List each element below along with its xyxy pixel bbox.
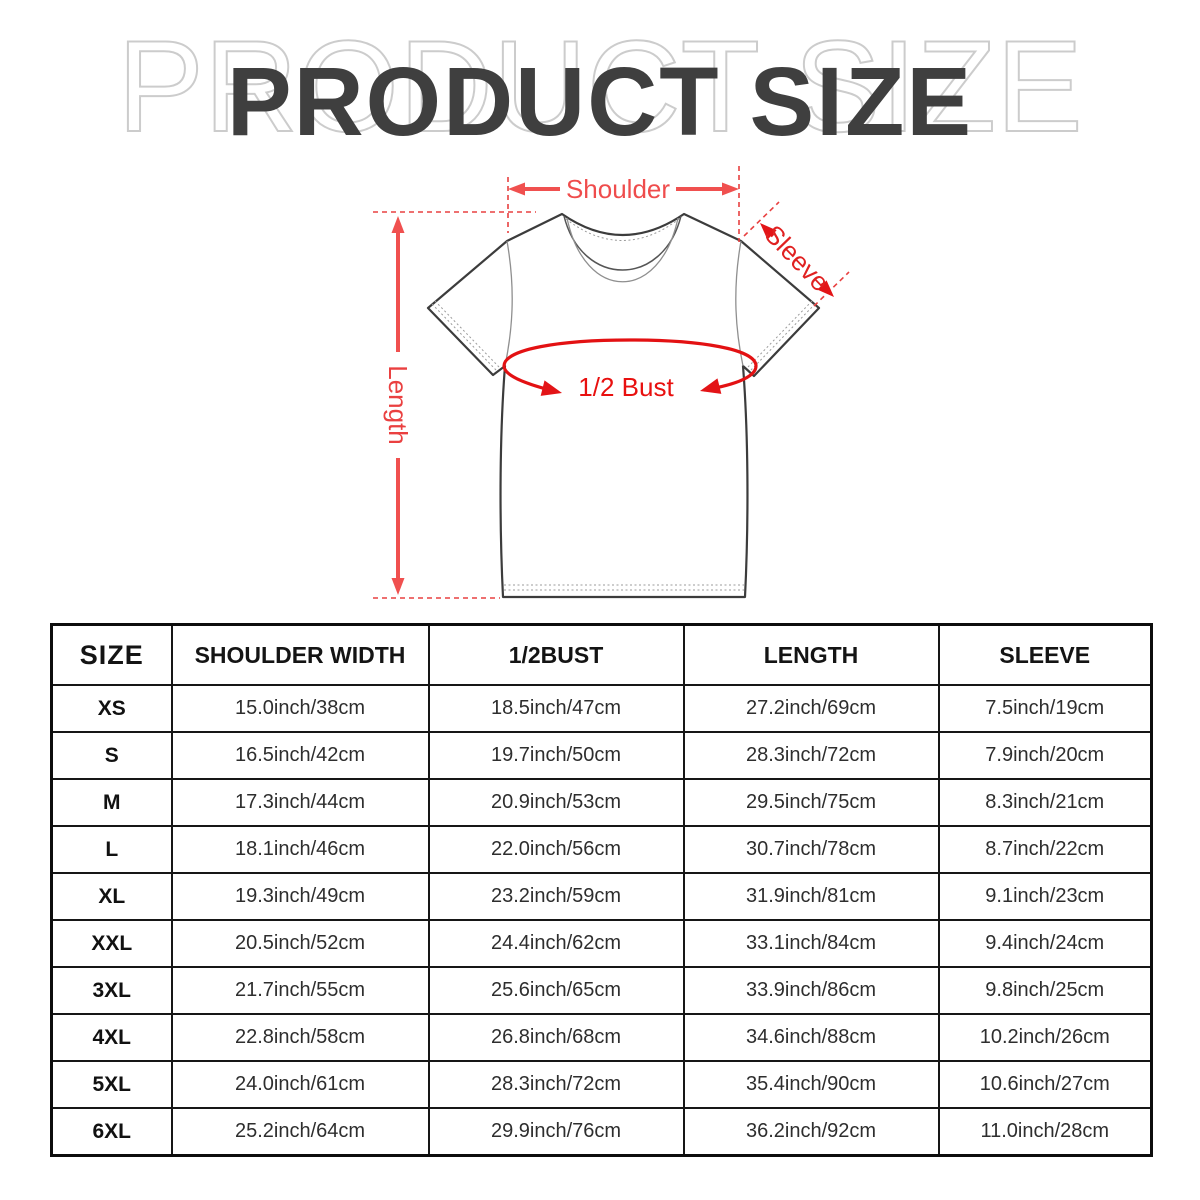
shoulder-measure-annotation: Shoulder [507, 166, 740, 242]
length-measure-annotation: Length [373, 211, 536, 599]
size-cell: 6XL [50, 1107, 173, 1157]
left-sleeve-hem-stitch [431, 300, 500, 371]
bottom-hem-stitch [504, 584, 744, 591]
table-row: S 16.5inch/42cm 19.7inch/50cm 28.3inch/7… [50, 731, 1153, 780]
half-bust-cell: 26.8inch/68cm [427, 1013, 685, 1062]
sleeve-cell: 8.3inch/21cm [937, 778, 1153, 827]
left-armhole-seam [504, 240, 513, 367]
length-cell: 31.9inch/81cm [682, 872, 940, 921]
shoulder-width-cell: 22.8inch/58cm [170, 1013, 430, 1062]
sleeve-cell: 7.5inch/19cm [937, 684, 1153, 733]
sleeve-arrowhead-bottom [817, 280, 834, 297]
table-header-row: SIZE SHOULDER WIDTH 1/2BUST LENGTH SLEEV… [50, 623, 1153, 686]
header-length: LENGTH [682, 623, 940, 686]
sleeve-cell: 9.1inch/23cm [937, 872, 1153, 921]
length-cell: 27.2inch/69cm [682, 684, 940, 733]
sleeve-cell: 11.0inch/28cm [937, 1107, 1153, 1157]
length-cell: 34.6inch/88cm [682, 1013, 940, 1062]
half-bust-cell: 29.9inch/76cm [427, 1107, 685, 1157]
shoulder-arrowhead-right [722, 182, 739, 196]
right-armhole-seam [735, 240, 744, 367]
size-cell: XS [50, 684, 173, 733]
header-size: SIZE [50, 623, 173, 686]
table-row: XXL 20.5inch/52cm 24.4inch/62cm 33.1inch… [50, 919, 1153, 968]
size-cell: 4XL [50, 1013, 173, 1062]
sleeve-cell: 7.9inch/20cm [937, 731, 1153, 780]
half-bust-cell: 19.7inch/50cm [427, 731, 685, 780]
length-cell: 28.3inch/72cm [682, 731, 940, 780]
sleeve-guide-top-dash [743, 201, 780, 237]
right-sleeve-hem-stitch [747, 300, 816, 371]
shoulder-width-cell: 15.0inch/38cm [170, 684, 430, 733]
shoulder-label: Shoulder [566, 174, 670, 204]
length-label: Length [383, 365, 413, 445]
length-cell: 30.7inch/78cm [682, 825, 940, 874]
length-cell: 35.4inch/90cm [682, 1060, 940, 1109]
sleeve-cell: 9.8inch/25cm [937, 966, 1153, 1015]
shoulder-width-cell: 21.7inch/55cm [170, 966, 430, 1015]
sleeve-cell: 10.6inch/27cm [937, 1060, 1153, 1109]
collar-inner-edge [566, 217, 679, 283]
length-cell: 36.2inch/92cm [682, 1107, 940, 1157]
sleeve-cell: 9.4inch/24cm [937, 919, 1153, 968]
header-shoulder-width: SHOULDER WIDTH [170, 623, 430, 686]
shoulder-arrowhead-left [508, 182, 525, 196]
half-bust-cell: 24.4inch/62cm [427, 919, 685, 968]
bust-arrowhead-right [700, 378, 722, 394]
bust-ellipse-arc [502, 338, 758, 394]
back-neck-stitch [565, 218, 680, 241]
page-title-outline-watermark: PRODUCT SIZE [116, 12, 1083, 160]
half-bust-cell: 20.9inch/53cm [427, 778, 685, 827]
size-chart-table: SIZE SHOULDER WIDTH 1/2BUST LENGTH SLEEV… [50, 623, 1153, 1157]
size-cell: XXL [50, 919, 173, 968]
length-cell: 29.5inch/75cm [682, 778, 940, 827]
size-cell: 3XL [50, 966, 173, 1015]
length-cell: 33.1inch/84cm [682, 919, 940, 968]
shoulder-width-cell: 20.5inch/52cm [170, 919, 430, 968]
page-title: PRODUCT SIZE [226, 47, 974, 156]
table-row: XS 15.0inch/38cm 18.5inch/47cm 27.2inch/… [50, 684, 1153, 733]
size-cell: M [50, 778, 173, 827]
shoulder-width-cell: 17.3inch/44cm [170, 778, 430, 827]
tshirt-drawing [426, 212, 821, 599]
size-cell: S [50, 731, 173, 780]
table-row: 5XL 24.0inch/61cm 28.3inch/72cm 35.4inch… [50, 1060, 1153, 1109]
table-row: 6XL 25.2inch/64cm 29.9inch/76cm 36.2inch… [50, 1107, 1153, 1157]
table-row: M 17.3inch/44cm 20.9inch/53cm 29.5inch/7… [50, 778, 1153, 827]
bust-measure-annotation: 1/2 Bust [502, 338, 758, 402]
size-cell: XL [50, 872, 173, 921]
size-cell: L [50, 825, 173, 874]
bust-arrowhead-left [540, 380, 562, 396]
shoulder-width-cell: 25.2inch/64cm [170, 1107, 430, 1157]
tshirt-measurement-diagram: Shoulder Length Sleeve 1/2 Bust [373, 166, 850, 599]
half-bust-cell: 23.2inch/59cm [427, 872, 685, 921]
length-arrowhead-top [391, 216, 405, 233]
sleeve-cell: 8.7inch/22cm [937, 825, 1153, 874]
header-sleeve: SLEEVE [937, 623, 1153, 686]
bust-label: 1/2 Bust [578, 372, 674, 402]
length-cell: 33.9inch/86cm [682, 966, 940, 1015]
shoulder-width-cell: 16.5inch/42cm [170, 731, 430, 780]
tshirt-silhouette [426, 212, 821, 599]
half-bust-cell: 25.6inch/65cm [427, 966, 685, 1015]
table-row: XL 19.3inch/49cm 23.2inch/59cm 31.9inch/… [50, 872, 1153, 921]
shoulder-width-cell: 19.3inch/49cm [170, 872, 430, 921]
sleeve-arrowhead-top [760, 223, 777, 240]
shoulder-width-cell: 18.1inch/46cm [170, 825, 430, 874]
half-bust-cell: 18.5inch/47cm [427, 684, 685, 733]
table-row: 4XL 22.8inch/58cm 26.8inch/68cm 34.6inch… [50, 1013, 1153, 1062]
header-half-bust: 1/2BUST [427, 623, 685, 686]
table-row: L 18.1inch/46cm 22.0inch/56cm 30.7inch/7… [50, 825, 1153, 874]
sleeve-cell: 10.2inch/26cm [937, 1013, 1153, 1062]
shoulder-width-cell: 24.0inch/61cm [170, 1060, 430, 1109]
table-row: 3XL 21.7inch/55cm 25.6inch/65cm 33.9inch… [50, 966, 1153, 1015]
size-cell: 5XL [50, 1060, 173, 1109]
sleeve-guide-bottom-dash [813, 271, 850, 307]
half-bust-cell: 22.0inch/56cm [427, 825, 685, 874]
length-arrowhead-bottom [391, 578, 405, 595]
half-bust-cell: 28.3inch/72cm [427, 1060, 685, 1109]
